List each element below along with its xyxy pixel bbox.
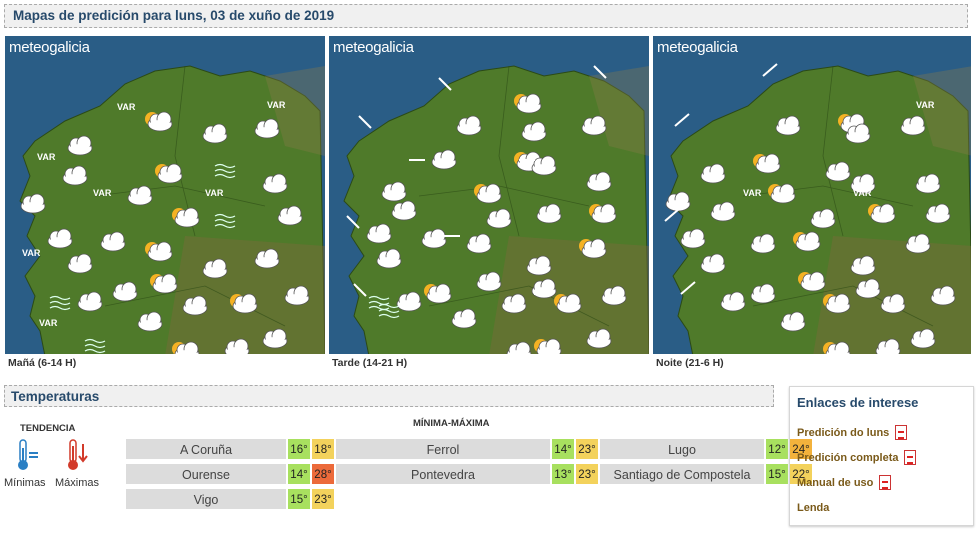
meteogalicia-logo: meteogalicia: [9, 39, 90, 56]
max-temp: 28°: [311, 463, 335, 485]
max-temp: 18°: [311, 438, 335, 460]
max-label: Máximas: [55, 477, 100, 489]
max-temp: 23°: [311, 488, 335, 510]
min-temp: 12°: [765, 438, 789, 460]
temperatures-section-title: Temperaturas: [4, 385, 774, 407]
links-panel: Enlaces de interese Predición do luns Pr…: [789, 386, 974, 526]
link-label[interactable]: Predición do luns: [797, 426, 890, 439]
link-prediction-monday[interactable]: Predición do luns: [797, 420, 966, 445]
thermometer-min-icon[interactable]: [16, 438, 42, 477]
svg-text:VAR: VAR: [205, 188, 224, 198]
svg-text:VAR: VAR: [37, 152, 56, 162]
thermometer-max-icon[interactable]: [66, 438, 92, 477]
svg-text:VAR: VAR: [39, 318, 58, 328]
city-name: Vigo: [125, 488, 287, 510]
svg-text:VAR: VAR: [916, 100, 935, 110]
meteogalicia-logo: meteogalicia: [333, 39, 414, 56]
map-caption-morning: Mañá (6-14 H): [8, 357, 77, 369]
svg-text:VAR: VAR: [267, 100, 286, 110]
map-afternoon[interactable]: meteogalicia: [329, 36, 649, 354]
page-title: Mapas de predición para luns, 03 de xuño…: [4, 4, 968, 28]
city-name: Pontevedra: [335, 463, 551, 485]
map-morning[interactable]: VAR VAR VAR VAR VAR VAR VAR meteogalicia: [5, 36, 325, 354]
galicia-map-night: VAR VAR VAR: [664, 63, 971, 354]
meteogalicia-logo: meteogalicia: [657, 39, 738, 56]
svg-text:VAR: VAR: [117, 102, 136, 112]
pdf-icon[interactable]: [895, 425, 908, 440]
temp-row: Vigo 15° 23°: [125, 488, 335, 510]
link-label[interactable]: Manual de uso: [797, 476, 874, 489]
min-temp: 15°: [765, 463, 789, 485]
min-label: Mínimas: [4, 477, 46, 489]
svg-text:VAR: VAR: [22, 248, 41, 258]
temp-row: A Coruña 16° 18° Ferrol 14° 23° Lugo 12°…: [125, 438, 813, 460]
min-temp: 14°: [551, 438, 575, 460]
links-title: Enlaces de interese: [797, 395, 919, 410]
link-label[interactable]: Predición completa: [797, 451, 899, 464]
link-full-prediction[interactable]: Predición completa: [797, 445, 966, 470]
pdf-icon[interactable]: [879, 475, 892, 490]
temp-row: Ourense 14° 28° Pontevedra 13° 23° Santi…: [125, 463, 813, 485]
min-temp: 15°: [287, 488, 311, 510]
min-temp: 13°: [551, 463, 575, 485]
city-name: A Coruña: [125, 438, 287, 460]
city-name: Lugo: [599, 438, 765, 460]
city-name: Ferrol: [335, 438, 551, 460]
city-name: Santiago de Compostela: [599, 463, 765, 485]
map-caption-afternoon: Tarde (14-21 H): [332, 357, 408, 369]
max-temp: 24°: [789, 438, 813, 460]
max-temp: 22°: [789, 463, 813, 485]
map-caption-night: Noite (21-6 H): [656, 357, 724, 369]
svg-text:VAR: VAR: [853, 188, 872, 198]
galicia-map-morning: VAR VAR VAR VAR VAR VAR VAR: [19, 65, 325, 354]
svg-text:VAR: VAR: [743, 188, 762, 198]
galicia-map-afternoon: [343, 65, 649, 354]
range-label: MÍNIMA-MÁXIMA: [413, 418, 490, 429]
link-user-manual[interactable]: Manual de uso: [797, 470, 966, 495]
svg-text:VAR: VAR: [93, 188, 112, 198]
max-temp: 23°: [575, 438, 599, 460]
map-night[interactable]: VAR VAR VAR meteogalicia: [653, 36, 971, 354]
max-temp: 23°: [575, 463, 599, 485]
min-temp: 14°: [287, 463, 311, 485]
link-label[interactable]: Lenda: [797, 501, 830, 514]
link-legend[interactable]: Lenda: [797, 495, 966, 520]
pdf-icon[interactable]: [904, 450, 917, 465]
city-name: Ourense: [125, 463, 287, 485]
trend-label: TENDENCIA: [20, 423, 76, 434]
min-temp: 16°: [287, 438, 311, 460]
